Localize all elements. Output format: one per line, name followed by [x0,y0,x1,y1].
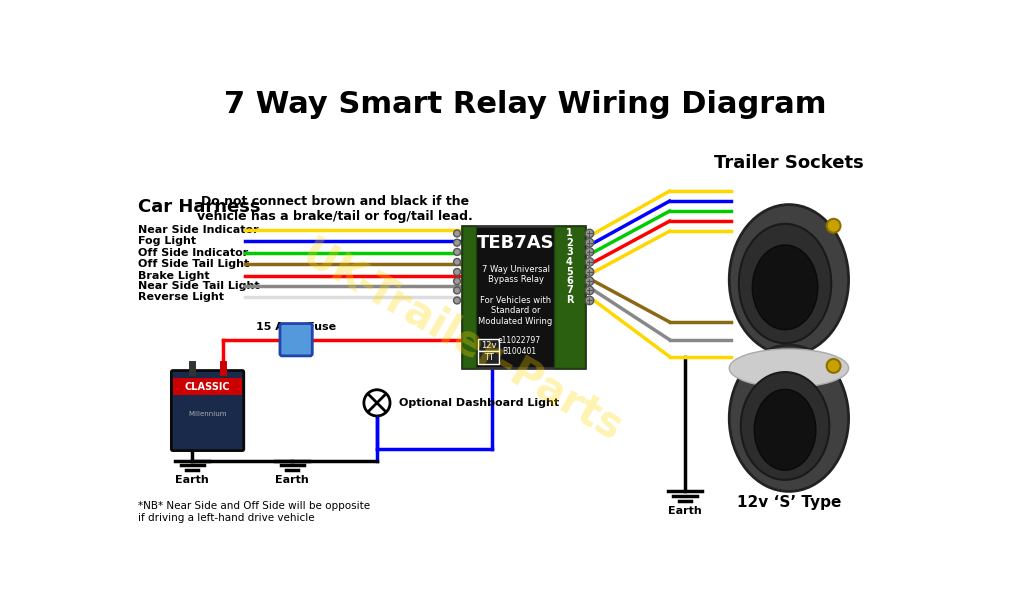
Circle shape [826,359,841,373]
FancyBboxPatch shape [462,226,585,368]
FancyBboxPatch shape [478,351,500,364]
FancyBboxPatch shape [462,226,475,368]
Text: Brake Light: Brake Light [138,271,210,281]
Text: 4: 4 [566,257,572,267]
Text: 15 Amp Fuse: 15 Amp Fuse [256,322,336,332]
Circle shape [586,258,594,266]
Ellipse shape [755,389,816,470]
Text: Off Side Indicator: Off Side Indicator [138,248,249,258]
Circle shape [586,229,594,237]
Circle shape [586,277,594,285]
Circle shape [454,249,461,255]
Text: CLASSIC: CLASSIC [184,382,230,392]
Text: 3: 3 [566,247,572,257]
Circle shape [586,268,594,276]
Circle shape [454,277,461,285]
Text: Earth: Earth [175,475,209,485]
Circle shape [454,297,461,304]
Text: 12v: 12v [481,341,497,350]
Text: Earth: Earth [275,475,309,485]
Text: Car Harness: Car Harness [138,197,261,215]
Text: Trailer Sockets: Trailer Sockets [714,154,864,172]
FancyBboxPatch shape [171,371,244,451]
Text: 5: 5 [566,267,572,277]
Text: Off Side Tail Light: Off Side Tail Light [138,260,250,269]
Text: *NB* Near Side and Off Side will be opposite
if driving a left-hand drive vehicl: *NB* Near Side and Off Side will be oppo… [138,501,371,523]
Text: TT: TT [483,353,494,362]
Ellipse shape [753,245,818,329]
FancyBboxPatch shape [280,324,312,356]
Ellipse shape [729,345,849,492]
Text: Millennium: Millennium [188,411,226,417]
Text: Near Side Tail Light: Near Side Tail Light [138,281,260,291]
Ellipse shape [739,224,831,343]
Circle shape [454,230,461,237]
Text: 7 Way Smart Relay Wiring Diagram: 7 Way Smart Relay Wiring Diagram [223,90,826,118]
Text: Do not connect brown and black if the
vehicle has a brake/tail or fog/tail lead.: Do not connect brown and black if the ve… [197,195,472,223]
Circle shape [586,248,594,256]
FancyBboxPatch shape [478,339,500,351]
FancyBboxPatch shape [554,226,585,368]
Ellipse shape [740,372,829,480]
Circle shape [454,239,461,246]
Circle shape [454,287,461,294]
Text: 1: 1 [566,228,572,239]
Circle shape [454,258,461,266]
Bar [173,378,243,395]
Text: 2: 2 [566,237,572,248]
Text: 12v ‘S’ Type: 12v ‘S’ Type [736,496,841,511]
Text: e11022797
B100401: e11022797 B100401 [498,336,541,356]
Text: Fog Light: Fog Light [138,236,197,246]
Circle shape [586,286,594,295]
Text: UK-Trailer-Parts: UK-Trailer-Parts [294,232,630,450]
Text: Near Side Indicator: Near Side Indicator [138,225,259,234]
Text: 7 Way Universal
Bypass Relay

For Vehicles with
Standard or
Modulated Wiring: 7 Way Universal Bypass Relay For Vehicle… [478,264,553,325]
Circle shape [586,296,594,305]
Text: 6: 6 [566,276,572,286]
Circle shape [586,239,594,247]
Text: Earth: Earth [668,506,701,515]
Circle shape [826,219,841,233]
Circle shape [454,269,461,276]
Text: 12v ‘N’ Type: 12v ‘N’ Type [736,361,842,376]
Ellipse shape [729,349,849,388]
Text: Reverse Light: Reverse Light [138,292,224,303]
Text: TEB7AS: TEB7AS [477,234,554,252]
Ellipse shape [729,205,849,355]
Text: Optional Dashboard Light: Optional Dashboard Light [398,398,559,408]
Text: 7: 7 [566,285,572,295]
Circle shape [364,390,390,416]
Text: R: R [565,295,573,306]
